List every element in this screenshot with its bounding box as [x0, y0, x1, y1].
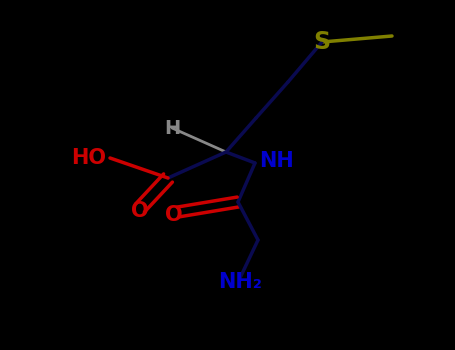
Text: S: S — [313, 30, 331, 54]
Text: O: O — [165, 205, 183, 225]
Text: O: O — [131, 201, 149, 221]
Text: NH₂: NH₂ — [218, 272, 262, 292]
Text: H: H — [164, 119, 180, 138]
Text: HO: HO — [71, 148, 106, 168]
Text: NH: NH — [259, 151, 294, 171]
